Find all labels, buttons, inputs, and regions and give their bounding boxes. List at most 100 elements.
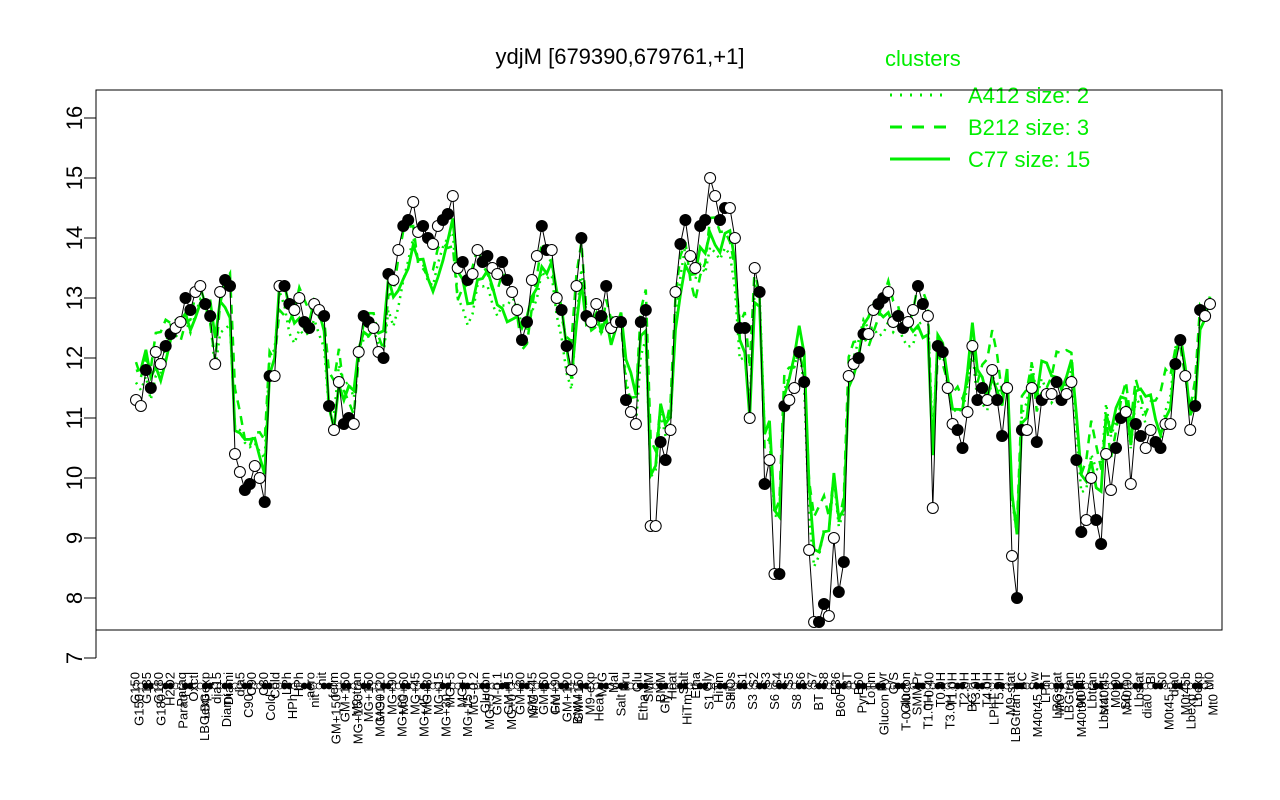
y-tick-label: 14 [62, 226, 87, 250]
x-tick-label: M40t45 [1096, 672, 1111, 715]
x-tick-label: MG+150 [351, 694, 366, 744]
data-point [818, 598, 830, 610]
x-tick-label: Salt [676, 672, 691, 695]
data-point [926, 502, 939, 514]
x-tick-label: dia15 [209, 672, 224, 704]
data-point [224, 280, 236, 292]
data-point [907, 304, 919, 316]
data-point [575, 232, 588, 244]
data-point [902, 316, 915, 328]
x-tick-label: SMMPr [910, 671, 925, 715]
x-tick-label: S7 [805, 672, 820, 688]
data-point [506, 286, 519, 298]
x-axis-labels: G150G135G180H2O2ParaqOxctlLBGexpdia15Dia… [127, 671, 1220, 744]
data-point [704, 172, 717, 184]
data-point [1080, 514, 1093, 526]
data-point [941, 382, 954, 394]
x-tick-label: Paraq [175, 694, 190, 729]
data-point [535, 220, 548, 232]
data-point [174, 316, 187, 328]
x-tick-label: GM+15 [501, 672, 516, 715]
data-point [427, 238, 439, 250]
data-point [793, 346, 806, 358]
x-tick-label: MG+15 [431, 672, 446, 715]
data-point [352, 346, 365, 358]
data-point [649, 520, 662, 532]
x-tick-label: GM+60 [536, 672, 551, 715]
x-tick-label: HiTm [711, 672, 726, 703]
data-point [615, 316, 627, 328]
x-tick-label: Mt0 [1052, 694, 1067, 716]
x-tick-label: M/G [594, 672, 609, 697]
x-tick-label: GM+45 [524, 672, 539, 715]
data-point [738, 322, 751, 334]
data-point [402, 214, 415, 226]
data-point [491, 268, 504, 280]
x-tick-label: Gly [699, 672, 714, 692]
x-tick-label: GM+150 [329, 694, 344, 744]
data-point [753, 286, 766, 298]
data-point [951, 424, 964, 436]
x-tick-label: Salt [614, 694, 629, 717]
x-tick-label: Diami [221, 672, 236, 705]
data-point [530, 250, 543, 262]
x-tick-label: GM+90 [548, 672, 563, 715]
data-point [1020, 424, 1033, 436]
data-point [318, 310, 331, 322]
x-tick-label: LBGexp [197, 694, 212, 741]
data-point [709, 190, 722, 202]
data-point [620, 394, 632, 406]
data-point [659, 454, 672, 466]
x-tick-label: MG+5 [482, 694, 497, 730]
x-tick-label: MG+30 [438, 694, 453, 737]
data-point [1011, 592, 1023, 604]
x-tick-label: dia0 [1140, 694, 1155, 719]
data-point [1169, 358, 1182, 370]
x-tick-label: G/S [886, 672, 901, 695]
data-point [1075, 526, 1088, 538]
data-point [555, 304, 568, 316]
data-point [783, 394, 796, 406]
x-tick-label: BI [1143, 672, 1158, 684]
y-tick-label: 9 [62, 532, 87, 544]
x-tick-label: T0.0H [933, 672, 948, 707]
data-point [971, 394, 984, 406]
x-tick-label: MG+150 [361, 672, 376, 722]
data-point [481, 250, 494, 262]
data-point [1100, 448, 1113, 460]
x-tick-label: BT [840, 672, 855, 689]
x-tick-label: T3.0H [968, 672, 983, 707]
x-tick-label: S1 [701, 694, 716, 710]
x-tick-label: M40t90 [1120, 672, 1135, 715]
data-point [1085, 472, 1098, 484]
data-point [1105, 484, 1117, 496]
data-point [1065, 376, 1078, 388]
x-tick-label: MG+90 [373, 694, 388, 737]
x-tick-label: Cold [268, 672, 283, 699]
x-tick-label: MG+30 [419, 672, 434, 715]
data-point [204, 310, 217, 322]
data-point [545, 244, 558, 256]
data-point [139, 364, 152, 376]
data-point [1110, 442, 1122, 454]
x-tick-label: nit [314, 672, 329, 686]
x-tick-label: HPh [291, 672, 306, 697]
x-tick-label: HiTm [679, 694, 694, 725]
data-point [1090, 514, 1103, 526]
legend-entry-b212: B212 size: 3 [968, 115, 1089, 140]
data-point [629, 418, 642, 430]
data-point [199, 298, 212, 310]
data-point [669, 286, 682, 298]
data-point [748, 262, 761, 274]
x-tick-label: Oxctl [186, 672, 201, 702]
x-tick-label: Pyr [855, 693, 870, 713]
x-tick-label: LPhT [986, 694, 1001, 725]
data-point [441, 208, 454, 220]
x-tick-label: LPhT [1038, 672, 1053, 703]
x-tick-label: S6 [767, 694, 782, 710]
x-tick-label: S3 [758, 672, 773, 688]
x-tick-label: T1.0H [945, 672, 960, 707]
data-point [1124, 478, 1137, 490]
data-point [550, 292, 563, 304]
